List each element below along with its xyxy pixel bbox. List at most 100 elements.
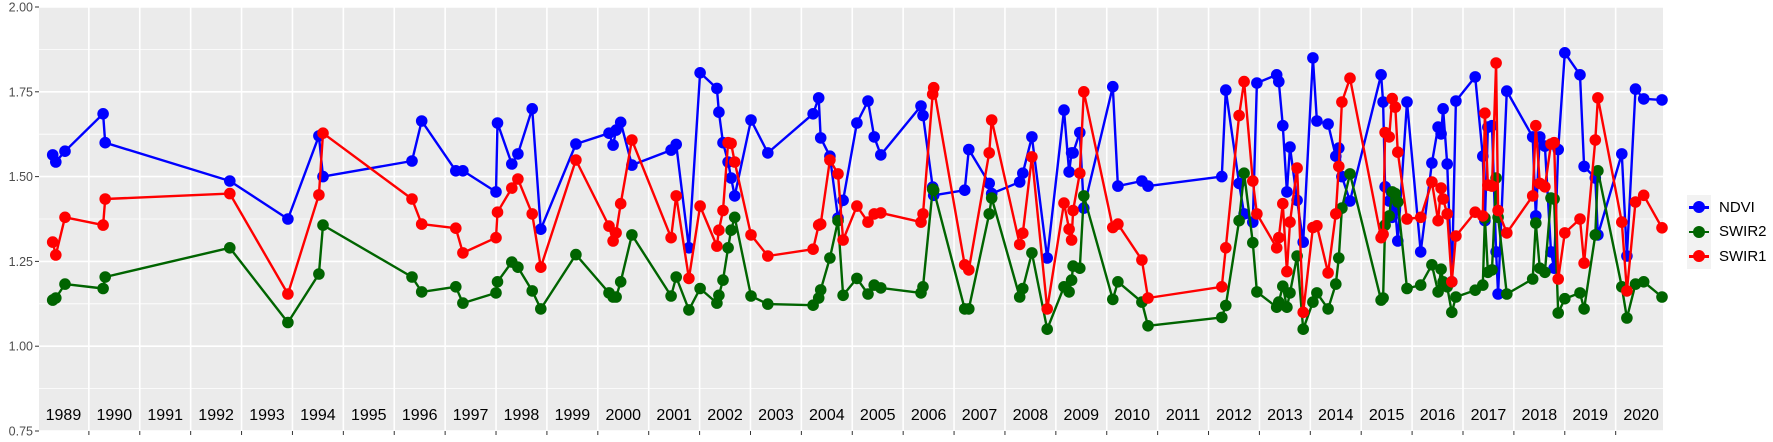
data-point-ndvi <box>570 138 582 150</box>
data-point-swir1 <box>450 222 462 234</box>
data-point-swir1 <box>610 227 622 239</box>
data-point-ndvi <box>683 242 695 254</box>
year-label: 2004 <box>809 407 845 424</box>
data-point-swir1 <box>1297 306 1309 319</box>
data-point-swir2 <box>713 289 725 302</box>
data-point-swir1 <box>1216 281 1228 293</box>
data-point-swir1 <box>1291 162 1303 174</box>
data-point-ndvi <box>1017 167 1029 179</box>
data-point-swir1 <box>99 193 111 205</box>
data-point-swir2 <box>490 287 502 299</box>
data-point-swir2 <box>862 288 874 300</box>
year-label: 1999 <box>555 407 591 424</box>
data-point-ndvi <box>1251 77 1263 89</box>
data-point-ndvi <box>1281 186 1293 198</box>
data-point-swir1 <box>457 247 469 259</box>
data-point-ndvi <box>1216 170 1228 183</box>
data-point-swir2 <box>983 208 995 220</box>
legend-label-swir2: SWIR2 <box>1719 223 1767 241</box>
data-point-swir1 <box>1330 208 1342 220</box>
data-point-swir2 <box>1238 167 1250 179</box>
data-point-ndvi <box>490 186 502 198</box>
data-point-swir2 <box>313 268 325 280</box>
data-point-swir1 <box>1392 146 1404 158</box>
data-point-swir1 <box>728 156 741 168</box>
data-point-ndvi <box>1277 119 1289 132</box>
data-point-swir2 <box>927 184 940 196</box>
data-point-swir2 <box>450 281 462 293</box>
major-gridlines <box>39 6 1663 432</box>
data-point-ndvi <box>535 223 547 235</box>
data-point-ndvi <box>491 117 504 129</box>
data-point-swir1 <box>1530 119 1542 132</box>
year-label: 1995 <box>351 407 387 424</box>
data-point-swir2 <box>670 271 682 283</box>
year-label: 1990 <box>97 407 133 424</box>
data-point-swir2 <box>1621 312 1633 324</box>
data-point-ndvi <box>1273 75 1285 88</box>
legend-key-ndvi <box>1687 195 1711 220</box>
data-point-swir2 <box>224 242 236 254</box>
data-point-swir2 <box>1216 311 1228 324</box>
data-point-ndvi <box>814 132 827 144</box>
data-point-swir2 <box>1065 274 1078 286</box>
data-point-swir2 <box>1107 293 1119 306</box>
y-tick-label: 2.00 <box>9 1 33 15</box>
data-point-swir2 <box>1307 296 1319 308</box>
data-point-swir1 <box>1437 193 1449 205</box>
year-label: 2003 <box>758 407 794 424</box>
year-label: 2005 <box>860 407 896 424</box>
data-point-swir1 <box>1539 181 1551 193</box>
data-point-ndvi <box>875 149 887 161</box>
year-label: 1998 <box>504 407 540 424</box>
data-point-swir2 <box>1414 279 1427 291</box>
data-point-ndvi <box>1578 160 1590 173</box>
legend-item-swir1[interactable]: SWIR1 <box>1687 244 1767 269</box>
y-tick-label: 1.00 <box>9 340 33 354</box>
data-point-swir1 <box>1017 227 1029 239</box>
data-point-swir2 <box>1142 320 1154 332</box>
data-point-swir1 <box>1112 218 1124 230</box>
data-point-swir1 <box>97 219 109 231</box>
data-point-swir1 <box>1479 107 1491 119</box>
data-point-swir2 <box>917 281 929 293</box>
data-point-ndvi <box>1112 180 1124 192</box>
data-point-ndvi <box>406 155 418 167</box>
data-point-swir1 <box>1446 276 1458 288</box>
data-point-ndvi <box>958 184 971 196</box>
data-point-ndvi <box>1435 128 1447 140</box>
data-point-swir2 <box>59 278 71 290</box>
data-point-swir2 <box>745 290 757 302</box>
data-point-swir1 <box>694 200 706 212</box>
data-point-swir2 <box>526 285 538 297</box>
legend-item-ndvi[interactable]: NDVI <box>1687 195 1767 220</box>
data-point-swir2 <box>824 252 836 264</box>
data-point-swir2 <box>1297 323 1309 336</box>
data-point-swir1 <box>1574 213 1586 225</box>
data-point-swir2 <box>762 298 774 310</box>
data-point-ndvi <box>1063 166 1075 178</box>
data-point-swir1 <box>717 204 729 217</box>
year-label: 2002 <box>707 407 743 424</box>
data-point-swir2 <box>614 276 627 288</box>
data-point-swir1 <box>807 243 819 255</box>
year-label: 2016 <box>1420 407 1456 424</box>
data-point-swir2 <box>415 286 428 298</box>
data-point-swir2 <box>1392 196 1404 208</box>
data-point-swir2 <box>282 316 294 329</box>
data-point-swir1 <box>832 168 844 180</box>
data-point-swir1 <box>862 216 874 228</box>
year-label: 2001 <box>656 407 692 424</box>
data-point-ndvi <box>1307 52 1319 64</box>
data-point-swir1 <box>1450 230 1462 242</box>
data-point-ndvi <box>1074 126 1086 139</box>
data-point-swir1 <box>1238 75 1250 88</box>
y-tick-label: 1.50 <box>9 170 33 184</box>
legend-item-swir2[interactable]: SWIR2 <box>1687 219 1767 244</box>
data-point-ndvi <box>711 82 723 95</box>
data-point-swir2 <box>1656 291 1668 303</box>
data-point-swir1 <box>711 240 723 252</box>
data-point-swir1 <box>46 236 59 248</box>
data-point-swir2 <box>1026 247 1038 259</box>
